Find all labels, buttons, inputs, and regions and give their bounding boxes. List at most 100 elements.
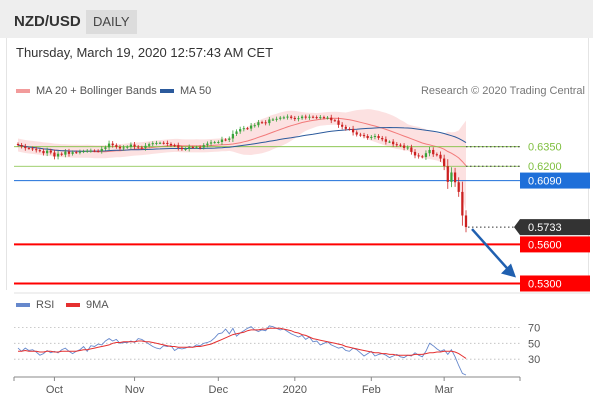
candle-body <box>111 143 114 146</box>
pivot-label: 0.6090 <box>528 176 562 188</box>
candle-body <box>42 150 45 154</box>
candle-body <box>38 150 41 152</box>
ma20-swatch <box>16 89 30 93</box>
candle-body <box>249 125 253 129</box>
candle-body <box>180 147 184 150</box>
candle-body <box>191 147 194 149</box>
candle-body <box>359 134 362 136</box>
candle-body <box>235 131 238 134</box>
candle-body <box>147 144 151 146</box>
candle-body <box>402 145 406 148</box>
candle-body <box>351 128 355 133</box>
candle-body <box>16 143 20 145</box>
candle-body <box>464 215 468 228</box>
candle-body <box>446 166 449 182</box>
candle-body <box>443 158 446 167</box>
candle-body <box>144 145 147 148</box>
candle-body <box>432 149 435 155</box>
candle-body <box>246 128 249 130</box>
candle-body <box>239 129 242 132</box>
candle-body <box>439 154 442 159</box>
support-2-label: 0.5300 <box>528 278 562 290</box>
candle-body <box>242 128 245 130</box>
candle-body <box>60 153 63 155</box>
candle-body <box>93 150 96 152</box>
candle-body <box>384 139 387 142</box>
forecast-arrow-head <box>501 263 516 278</box>
candle-body <box>46 150 49 154</box>
x-tick-label: Mar <box>435 384 454 396</box>
candle-body <box>450 172 453 182</box>
candle-body <box>140 147 143 149</box>
candle-body <box>428 149 431 154</box>
candle-body <box>133 144 136 147</box>
candle-body <box>461 191 464 216</box>
chart-datetime: Thursday, March 19, 2020 12:57:43 AM CET <box>16 45 274 60</box>
x-tick-label: Feb <box>362 384 381 396</box>
last-price-tag <box>514 219 590 236</box>
candle-body <box>220 139 224 142</box>
candle-body <box>268 119 271 124</box>
candle-body <box>155 142 158 144</box>
candle-body <box>184 148 187 150</box>
candle-body <box>395 144 398 146</box>
candle-body <box>370 136 373 138</box>
ma50-line <box>17 126 467 152</box>
x-tick-label: Dec <box>209 384 229 396</box>
candle-body <box>348 128 351 130</box>
candle-body <box>260 122 264 124</box>
rsi-tick-label: 50 <box>528 338 540 350</box>
rsi-line <box>17 325 467 376</box>
candle-body <box>362 135 366 137</box>
candle-body <box>333 120 337 122</box>
candle-body <box>137 146 140 148</box>
rsi-tick-label: 30 <box>528 354 540 366</box>
legend-rsi: RSI <box>16 299 54 311</box>
candle-body <box>344 126 347 129</box>
legend-ma50: MA 50 <box>160 85 211 97</box>
candle-body <box>151 143 154 145</box>
candle-body <box>410 147 413 152</box>
legend-ma9: 9MA <box>66 299 109 311</box>
candle-body <box>129 144 133 147</box>
candle-body <box>453 172 457 183</box>
candle-body <box>213 142 216 144</box>
candle-body <box>31 148 34 150</box>
candle-body <box>100 148 103 151</box>
candle-body <box>49 150 52 153</box>
candle-body <box>286 116 289 118</box>
x-tick-label: Nov <box>125 384 145 396</box>
candle-body <box>82 151 85 153</box>
candle-body <box>231 133 235 139</box>
candle-body <box>27 148 31 150</box>
candle-body <box>304 116 307 118</box>
chart-panel-frame <box>6 38 589 290</box>
candle-body <box>319 117 322 119</box>
candle-body <box>373 136 377 138</box>
forecast-arrow-shaft <box>471 228 511 273</box>
legend-rsi-label: RSI <box>36 299 55 311</box>
candle-body <box>67 151 71 154</box>
legend-ma20-label: MA 20 + Bollinger Bands <box>36 85 157 97</box>
candle-body <box>322 117 326 119</box>
candle-body <box>162 142 165 144</box>
period-tab-daily[interactable]: DAILY <box>86 10 137 34</box>
candle-body <box>271 119 275 121</box>
candle-body <box>308 116 311 118</box>
rsi-swatch <box>16 303 30 307</box>
candle-body <box>75 152 78 154</box>
candle-body <box>97 150 100 152</box>
candle-body <box>217 142 220 143</box>
candle-body <box>53 152 56 157</box>
candle-body <box>381 137 384 140</box>
resistance-1-label: 0.6200 <box>528 161 562 173</box>
candle-body <box>56 153 60 157</box>
candle-body <box>24 146 27 149</box>
candle-body <box>169 143 173 146</box>
candle-body <box>388 141 391 143</box>
candle-body <box>195 147 198 149</box>
legend-ma9-label: 9MA <box>86 299 109 311</box>
candle-body <box>282 117 286 119</box>
candle-body <box>104 147 107 149</box>
